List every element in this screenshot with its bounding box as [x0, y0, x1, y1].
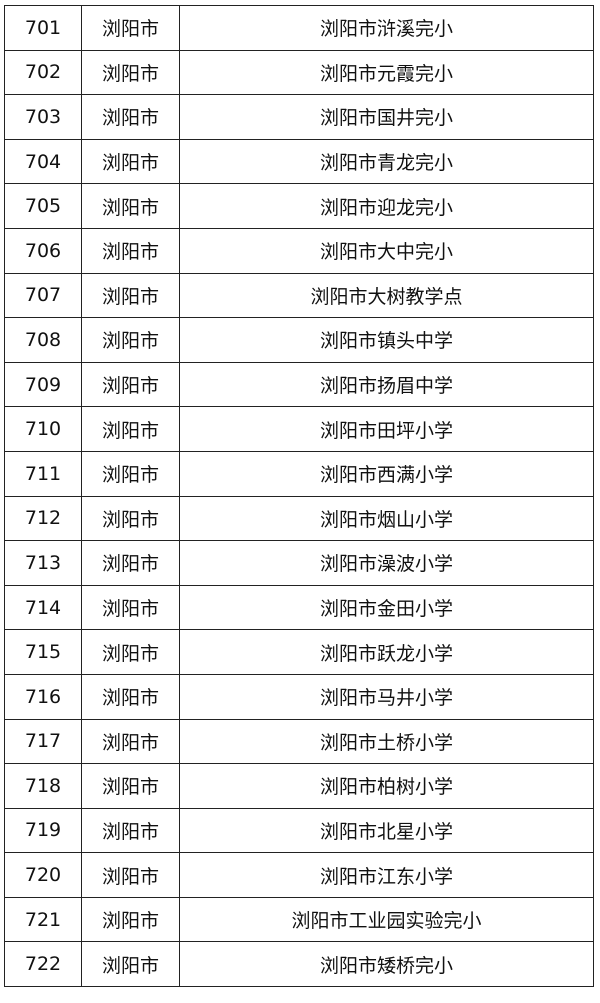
table-row: 707 浏阳市 浏阳市大树教学点	[4, 272, 594, 319]
table-row: 702 浏阳市 浏阳市元霞完小	[4, 49, 594, 96]
city-cell: 浏阳市	[81, 5, 180, 51]
table-row: 711 浏阳市 浏阳市西满小学	[4, 450, 594, 497]
row-number-cell: 717	[4, 718, 82, 765]
row-number-cell: 710	[4, 406, 82, 452]
school-name-cell: 浏阳市国井完小	[179, 94, 594, 140]
row-number-cell: 705	[4, 183, 82, 229]
school-name-cell: 浏阳市大树教学点	[179, 272, 594, 319]
row-number-cell: 716	[4, 673, 82, 720]
school-name-cell: 浏阳市青龙完小	[179, 138, 594, 185]
row-number-cell: 712	[4, 495, 82, 542]
table-row: 716 浏阳市 浏阳市马井小学	[4, 673, 594, 720]
city-cell: 浏阳市	[81, 406, 180, 452]
row-number-cell: 708	[4, 317, 82, 363]
city-cell: 浏阳市	[81, 763, 180, 809]
row-number-cell: 706	[4, 227, 82, 274]
city-cell: 浏阳市	[81, 896, 180, 943]
row-number-cell: 714	[4, 584, 82, 631]
school-name-cell: 浏阳市澡波小学	[179, 540, 594, 586]
table-row: 720 浏阳市 浏阳市江东小学	[4, 852, 594, 898]
city-cell: 浏阳市	[81, 183, 180, 229]
school-name-cell: 浏阳市浒溪完小	[179, 5, 594, 51]
school-name-cell: 浏阳市田坪小学	[179, 406, 594, 452]
table-row: 717 浏阳市 浏阳市土桥小学	[4, 718, 594, 765]
row-number-cell: 701	[4, 5, 82, 51]
table-row: 706 浏阳市 浏阳市大中完小	[4, 227, 594, 274]
city-cell: 浏阳市	[81, 807, 180, 854]
row-number-cell: 720	[4, 852, 82, 898]
city-cell: 浏阳市	[81, 852, 180, 898]
table-row: 713 浏阳市 浏阳市澡波小学	[4, 540, 594, 586]
city-cell: 浏阳市	[81, 495, 180, 542]
city-cell: 浏阳市	[81, 138, 180, 185]
city-cell: 浏阳市	[81, 629, 180, 675]
row-number-cell: 703	[4, 94, 82, 140]
city-cell: 浏阳市	[81, 49, 180, 96]
row-number-cell: 709	[4, 361, 82, 408]
table-body: 701 浏阳市 浏阳市浒溪完小 702 浏阳市 浏阳市元霞完小 703 浏阳市 浏阳市国井完小 7…	[4, 5, 594, 988]
school-name-cell: 浏阳市大中完小	[179, 227, 594, 274]
table-row: 701 浏阳市 浏阳市浒溪完小	[4, 5, 594, 51]
city-cell: 浏阳市	[81, 718, 180, 765]
table-row: 715 浏阳市 浏阳市跃龙小学	[4, 629, 594, 675]
row-number-cell: 704	[4, 138, 82, 185]
school-name-cell: 浏阳市镇头中学	[179, 317, 594, 363]
city-cell: 浏阳市	[81, 584, 180, 631]
school-name-cell: 浏阳市烟山小学	[179, 495, 594, 542]
table-row: 718 浏阳市 浏阳市柏树小学	[4, 763, 594, 809]
school-name-cell: 浏阳市金田小学	[179, 584, 594, 631]
city-cell: 浏阳市	[81, 941, 180, 988]
school-name-cell: 浏阳市江东小学	[179, 852, 594, 898]
table-row: 705 浏阳市 浏阳市迎龙完小	[4, 183, 594, 229]
row-number-cell: 713	[4, 540, 82, 586]
table-row: 712 浏阳市 浏阳市烟山小学	[4, 495, 594, 542]
school-name-cell: 浏阳市跃龙小学	[179, 629, 594, 675]
school-name-cell: 浏阳市西满小学	[179, 450, 594, 497]
school-name-cell: 浏阳市马井小学	[179, 673, 594, 720]
row-number-cell: 721	[4, 896, 82, 943]
city-cell: 浏阳市	[81, 361, 180, 408]
school-name-cell: 浏阳市迎龙完小	[179, 183, 594, 229]
table-row: 709 浏阳市 浏阳市扬眉中学	[4, 361, 594, 408]
school-name-cell: 浏阳市土桥小学	[179, 718, 594, 765]
school-name-cell: 浏阳市扬眉中学	[179, 361, 594, 408]
table-row: 703 浏阳市 浏阳市国井完小	[4, 94, 594, 140]
city-cell: 浏阳市	[81, 94, 180, 140]
city-cell: 浏阳市	[81, 227, 180, 274]
row-number-cell: 715	[4, 629, 82, 675]
table-row: 714 浏阳市 浏阳市金田小学	[4, 584, 594, 631]
table-row: 722 浏阳市 浏阳市矮桥完小	[4, 941, 594, 988]
school-name-cell: 浏阳市元霞完小	[179, 49, 594, 96]
table-row: 719 浏阳市 浏阳市北星小学	[4, 807, 594, 854]
table-row: 708 浏阳市 浏阳市镇头中学	[4, 317, 594, 363]
row-number-cell: 722	[4, 941, 82, 988]
city-cell: 浏阳市	[81, 450, 180, 497]
city-cell: 浏阳市	[81, 540, 180, 586]
city-cell: 浏阳市	[81, 272, 180, 319]
table-row: 721 浏阳市 浏阳市工业园实验完小	[4, 896, 594, 943]
row-number-cell: 707	[4, 272, 82, 319]
city-cell: 浏阳市	[81, 317, 180, 363]
row-number-cell: 718	[4, 763, 82, 809]
school-name-cell: 浏阳市北星小学	[179, 807, 594, 854]
school-name-cell: 浏阳市矮桥完小	[179, 941, 594, 988]
school-name-cell: 浏阳市柏树小学	[179, 763, 594, 809]
city-cell: 浏阳市	[81, 673, 180, 720]
table-row: 710 浏阳市 浏阳市田坪小学	[4, 406, 594, 452]
school-list-table: 701 浏阳市 浏阳市浒溪完小 702 浏阳市 浏阳市元霞完小 703 浏阳市 浏阳市国井完小 7…	[4, 5, 594, 988]
table-row: 704 浏阳市 浏阳市青龙完小	[4, 138, 594, 185]
row-number-cell: 702	[4, 49, 82, 96]
school-name-cell: 浏阳市工业园实验完小	[179, 896, 594, 943]
row-number-cell: 719	[4, 807, 82, 854]
row-number-cell: 711	[4, 450, 82, 497]
